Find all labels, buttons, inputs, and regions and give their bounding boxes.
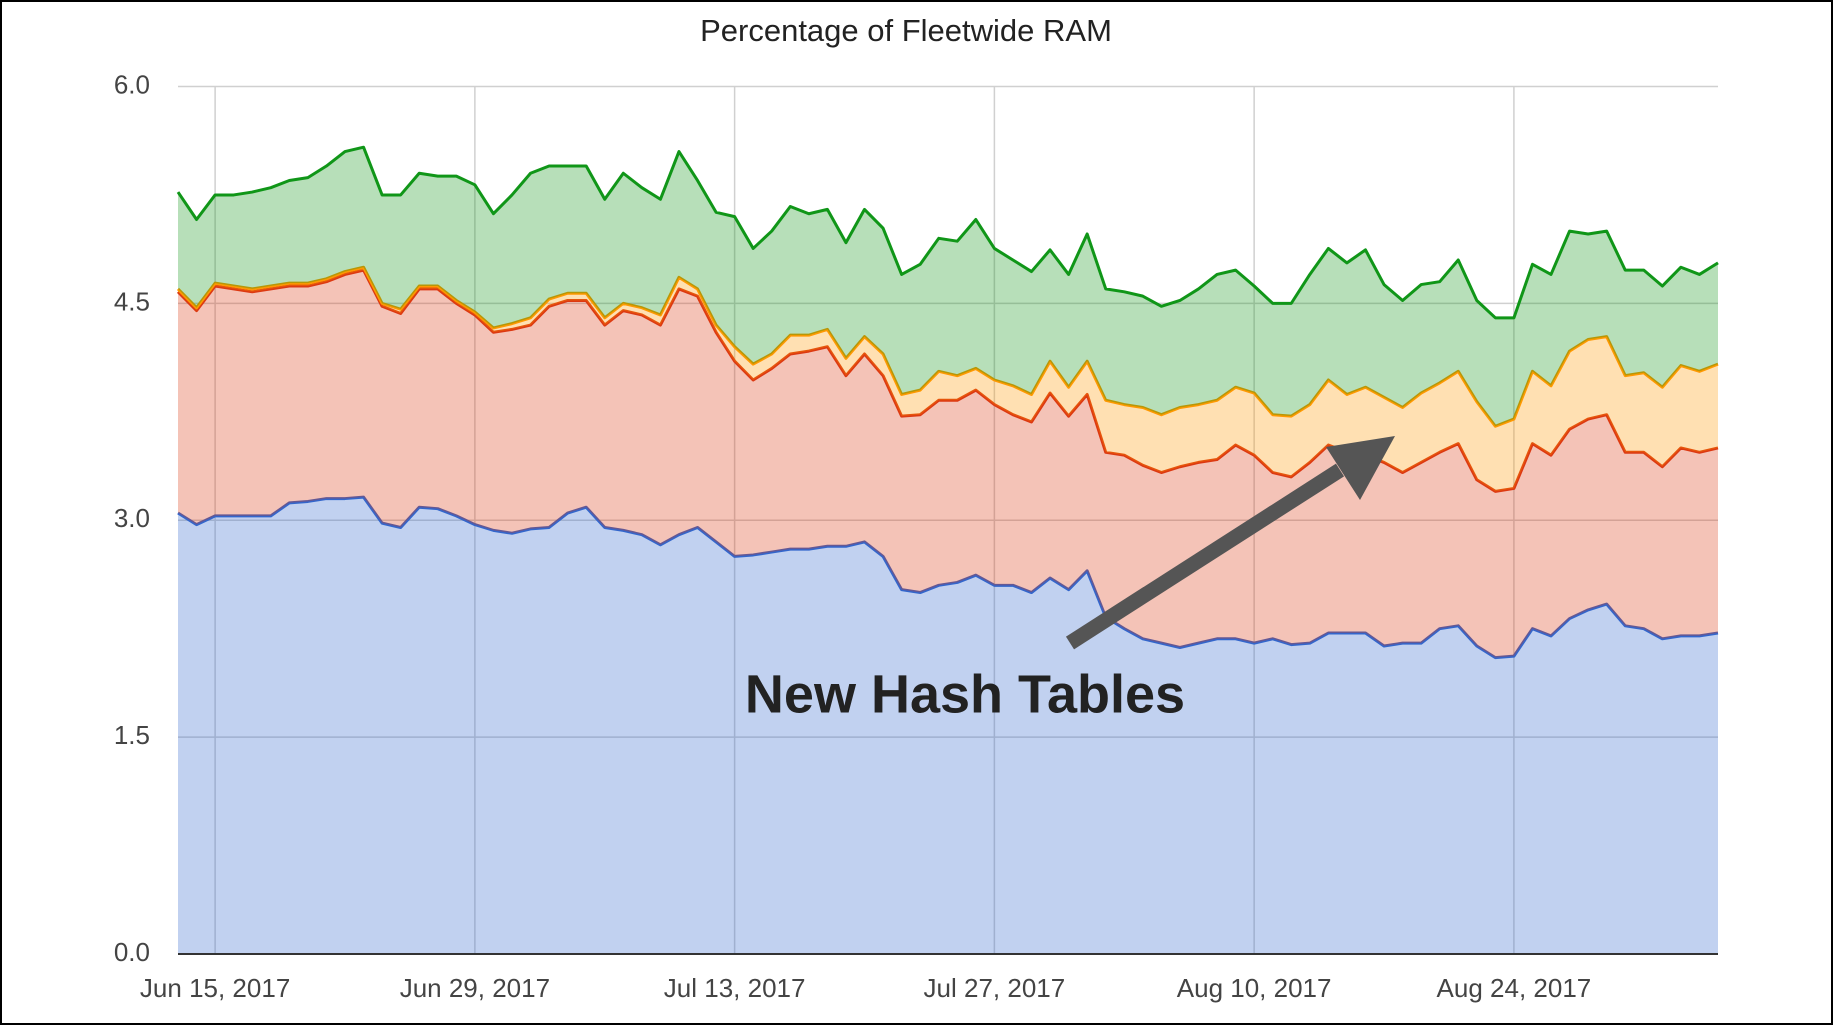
area (178, 270, 1718, 658)
arrow-shaft (1065, 463, 1345, 650)
line (176, 265, 1719, 428)
x-tick-label: Jun 15, 2017 (140, 973, 290, 1003)
areas (176, 145, 1719, 954)
x-tick-label: Jun 29, 2017 (400, 973, 550, 1003)
line (177, 495, 1719, 660)
area (178, 497, 1718, 954)
x-tick-label: Jul 13, 2017 (664, 973, 806, 1003)
x-tick-label: Aug 10, 2017 (1177, 973, 1332, 1003)
y-tick-label: 1.5 (114, 720, 150, 750)
axes: 0.0 1.5 3.0 4.5 6.0 Jun 15, 2017 Jun 29, 2017 J… (114, 69, 1718, 1003)
line (176, 268, 1719, 493)
x-tick-label: Jul 27, 2017 (924, 973, 1066, 1003)
area (178, 267, 1718, 492)
y-tick-label: 6.0 (114, 69, 150, 99)
arrow-head (1326, 436, 1395, 500)
y-tick-label: 3.0 (114, 503, 150, 533)
annotation: New Hash Tables (745, 664, 1185, 724)
area (178, 147, 1718, 427)
chart-title: Percentage of Fleetwide RAM (700, 13, 1112, 48)
x-tick-label: Aug 24, 2017 (1437, 973, 1592, 1003)
y-tick-label: 4.5 (114, 286, 150, 316)
y-tick-label: 0.0 (114, 937, 150, 967)
line (176, 145, 1719, 320)
annotation-group: New Hash Tables (745, 436, 1395, 724)
